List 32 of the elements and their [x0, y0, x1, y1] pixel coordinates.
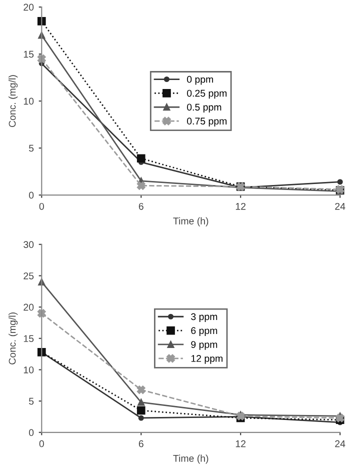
y-tick-label: 15	[24, 335, 34, 342]
y-tick-label: 10	[24, 366, 34, 374]
x-tick-label: 6	[138, 202, 144, 210]
x-tick-label: 6	[138, 440, 144, 448]
legend-label: 6 ppm	[191, 327, 218, 336]
x-tick-label: 0	[39, 440, 44, 448]
legend-label: 0.75 ppm	[187, 118, 227, 126]
y-tick-label: 0	[28, 192, 34, 199]
y-tick-label: 20	[24, 4, 34, 11]
x-tick-label: 0	[39, 202, 44, 210]
legend-label: 0 ppm	[187, 76, 214, 85]
y-tick-label: 5	[28, 398, 34, 405]
x-tick-label: 24	[335, 440, 346, 448]
y-tick-label: 25	[24, 272, 34, 280]
y-tick-label: 30	[24, 241, 34, 248]
y-tick-label: 10	[24, 98, 34, 105]
x-tick-label: 12	[236, 202, 246, 210]
legend-label: 12 ppm	[191, 355, 222, 364]
y-tick-label: 20	[24, 304, 34, 311]
legend-label: 0.25 ppm	[187, 90, 227, 99]
y-axis-title: Conc. (mg/l)	[8, 75, 18, 128]
legend-label: 0.5 ppm	[187, 104, 222, 113]
x-axis-title: Time (h)	[173, 217, 208, 226]
y-axis-title: Conc. (mg/l)	[8, 312, 18, 364]
legend-label: 3 ppm	[191, 313, 218, 322]
x-axis-title: Time (h)	[173, 454, 208, 464]
y-tick-label: 15	[24, 50, 34, 58]
y-tick-label: 0	[28, 429, 34, 436]
legend-label: 9 ppm	[191, 341, 218, 350]
x-tick-label: 24	[335, 202, 346, 210]
y-tick-label: 5	[28, 144, 34, 152]
x-tick-label: 12	[236, 440, 246, 448]
